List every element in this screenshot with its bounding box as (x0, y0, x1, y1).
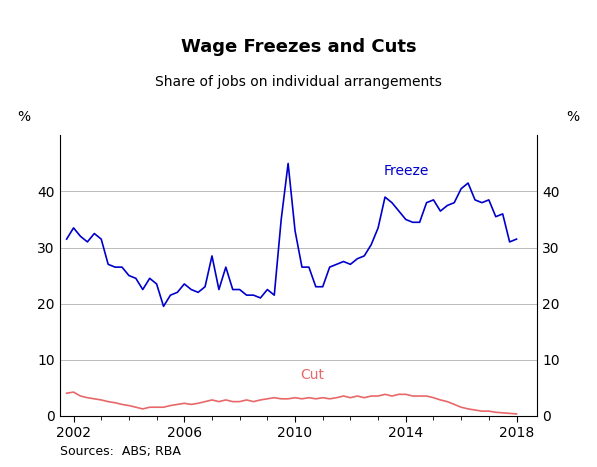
Text: Sources:  ABS; RBA: Sources: ABS; RBA (60, 445, 180, 458)
Text: Freeze: Freeze (384, 163, 429, 177)
Text: Share of jobs on individual arrangements: Share of jobs on individual arrangements (155, 75, 442, 89)
Text: Cut: Cut (300, 368, 325, 382)
Text: Wage Freezes and Cuts: Wage Freezes and Cuts (181, 38, 416, 56)
Text: %: % (17, 110, 30, 124)
Text: %: % (567, 110, 580, 124)
